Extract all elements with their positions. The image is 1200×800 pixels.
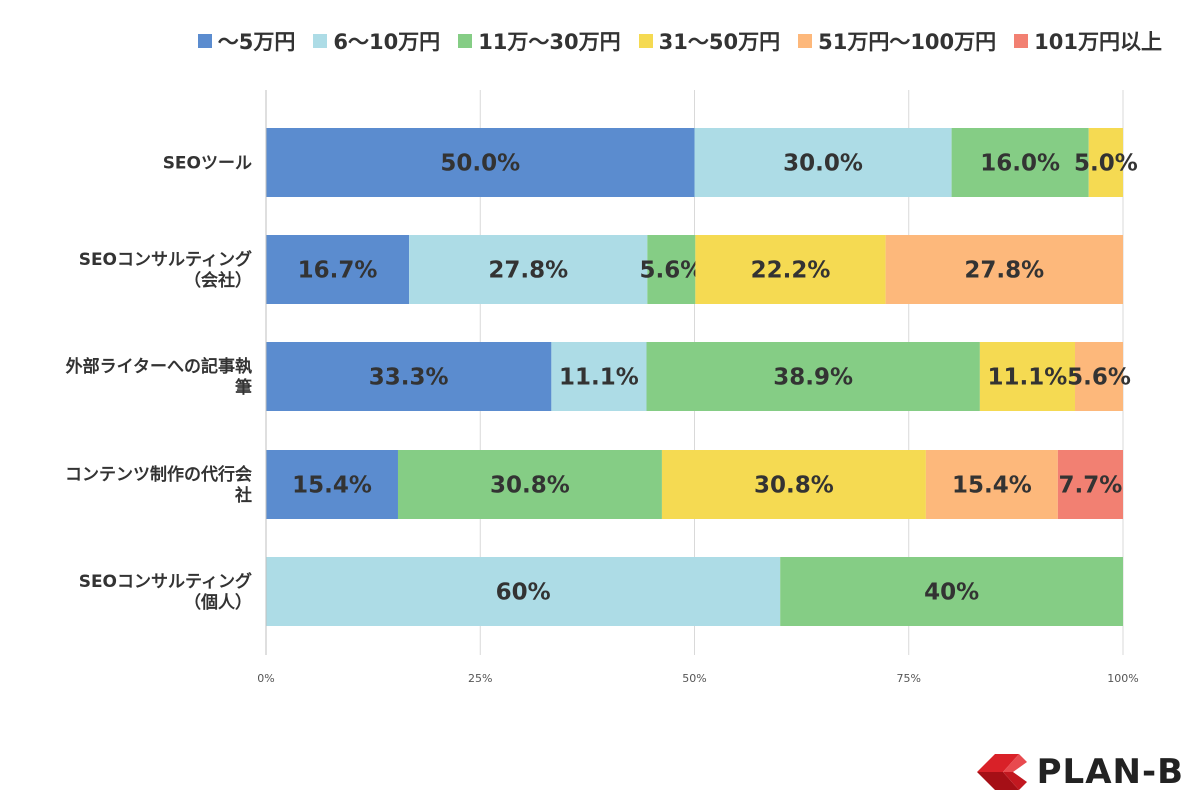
x-tick-label: 0%: [257, 672, 274, 685]
legend-swatch: [197, 34, 212, 48]
plan-b-logo: PLAN-B: [975, 752, 1184, 792]
x-tick-label: 25%: [468, 672, 492, 685]
bar-data-label: 30.8%: [754, 473, 834, 499]
legend-label: 31〜50万円: [658, 30, 781, 54]
bar-data-label: 40%: [924, 580, 979, 606]
plan-b-logo-mark-icon: [976, 754, 1027, 790]
legend-swatch: [1014, 34, 1029, 48]
legend-swatch: [638, 34, 653, 48]
legend-swatch: [313, 34, 328, 48]
category-label: （会社）: [184, 270, 252, 291]
bar-data-label: 5.6%: [639, 258, 703, 284]
chart-legend: 〜5万円 6〜10万円 11万〜30万円 31〜50万円 51万円〜100万円 101万円…: [197, 26, 1162, 56]
legend-item: 51万円〜100万円: [798, 26, 996, 56]
category-label: SEOツール: [163, 154, 252, 174]
plan-b-logo-text: PLAN-B: [1036, 752, 1184, 792]
bar-data-label: 16.7%: [298, 258, 378, 284]
bar-segment: [694, 128, 952, 197]
category-label: （個人）: [184, 592, 252, 613]
bar-segment: [266, 342, 552, 411]
bar-segment: [885, 235, 1123, 304]
bar-data-label: 27.8%: [964, 258, 1044, 284]
bar-segment: [1075, 342, 1123, 411]
category-label: SEOコンサルティング: [79, 249, 252, 270]
legend-item: 6〜10万円: [313, 26, 440, 56]
legend-label: 11万〜30万円: [478, 30, 621, 54]
bar-segment: [646, 342, 980, 411]
bar-segment: [925, 450, 1058, 519]
bar-segment: [661, 450, 926, 519]
bar-data-label: 60%: [496, 580, 551, 606]
bar-data-label: 15.4%: [952, 473, 1032, 499]
category-label: 筆: [235, 377, 252, 398]
x-tick-label: 75%: [897, 672, 921, 685]
bar-data-label: 11.1%: [559, 365, 639, 391]
bar-data-label: 27.8%: [488, 258, 568, 284]
legend-item: 101万円以上: [1014, 26, 1162, 56]
bar-data-label: 16.0%: [980, 151, 1060, 177]
bar-segment: [266, 450, 398, 519]
bar-data-label: 30.0%: [783, 151, 863, 177]
bar-data-label: 22.2%: [751, 258, 831, 284]
legend-label: 〜5万円: [217, 30, 296, 54]
bar-data-label: 7.7%: [1059, 473, 1123, 499]
bar-data-label: 15.4%: [292, 473, 372, 499]
bar-segment: [1057, 450, 1123, 519]
x-tick-label: 100%: [1107, 672, 1138, 685]
legend-label: 6〜10万円: [333, 30, 441, 54]
bar-data-label: 50.0%: [440, 151, 520, 177]
bar-segment: [780, 557, 1123, 626]
bar-data-label: 33.3%: [369, 365, 449, 391]
category-label: コンテンツ制作の代行会: [65, 464, 252, 485]
bar-segment: [397, 450, 662, 519]
bar-segment: [951, 128, 1089, 197]
bar-segment: [266, 235, 410, 304]
bar-segment: [979, 342, 1076, 411]
bar-data-label: 11.1%: [988, 365, 1068, 391]
legend-item: 31〜50万円: [638, 26, 781, 56]
bar-data-label: 30.8%: [490, 473, 570, 499]
legend-item: 〜5万円: [197, 26, 296, 56]
x-tick-label: 50%: [682, 672, 706, 685]
legend-label: 101万円以上: [1034, 30, 1162, 54]
bar-data-label: 38.9%: [773, 365, 853, 391]
legend-item: 11万〜30万円: [458, 26, 621, 56]
bar-segment: [695, 235, 886, 304]
bar-segment: [551, 342, 647, 411]
bar-segment: [1088, 128, 1123, 197]
category-label: 外部ライターへの記事執: [66, 356, 252, 377]
bar-segment: [409, 235, 648, 304]
category-label: 社: [234, 485, 252, 506]
legend-swatch: [798, 34, 813, 48]
bar-segment: [266, 128, 695, 197]
category-label: SEOコンサルティング: [79, 571, 252, 592]
bar-segment: [647, 235, 696, 304]
legend-swatch: [458, 34, 473, 48]
legend-label: 51万円〜100万円: [818, 30, 997, 54]
bar-data-label: 5.0%: [1074, 151, 1138, 177]
bar-data-label: 5.6%: [1067, 365, 1131, 391]
bar-segment: [266, 557, 781, 626]
